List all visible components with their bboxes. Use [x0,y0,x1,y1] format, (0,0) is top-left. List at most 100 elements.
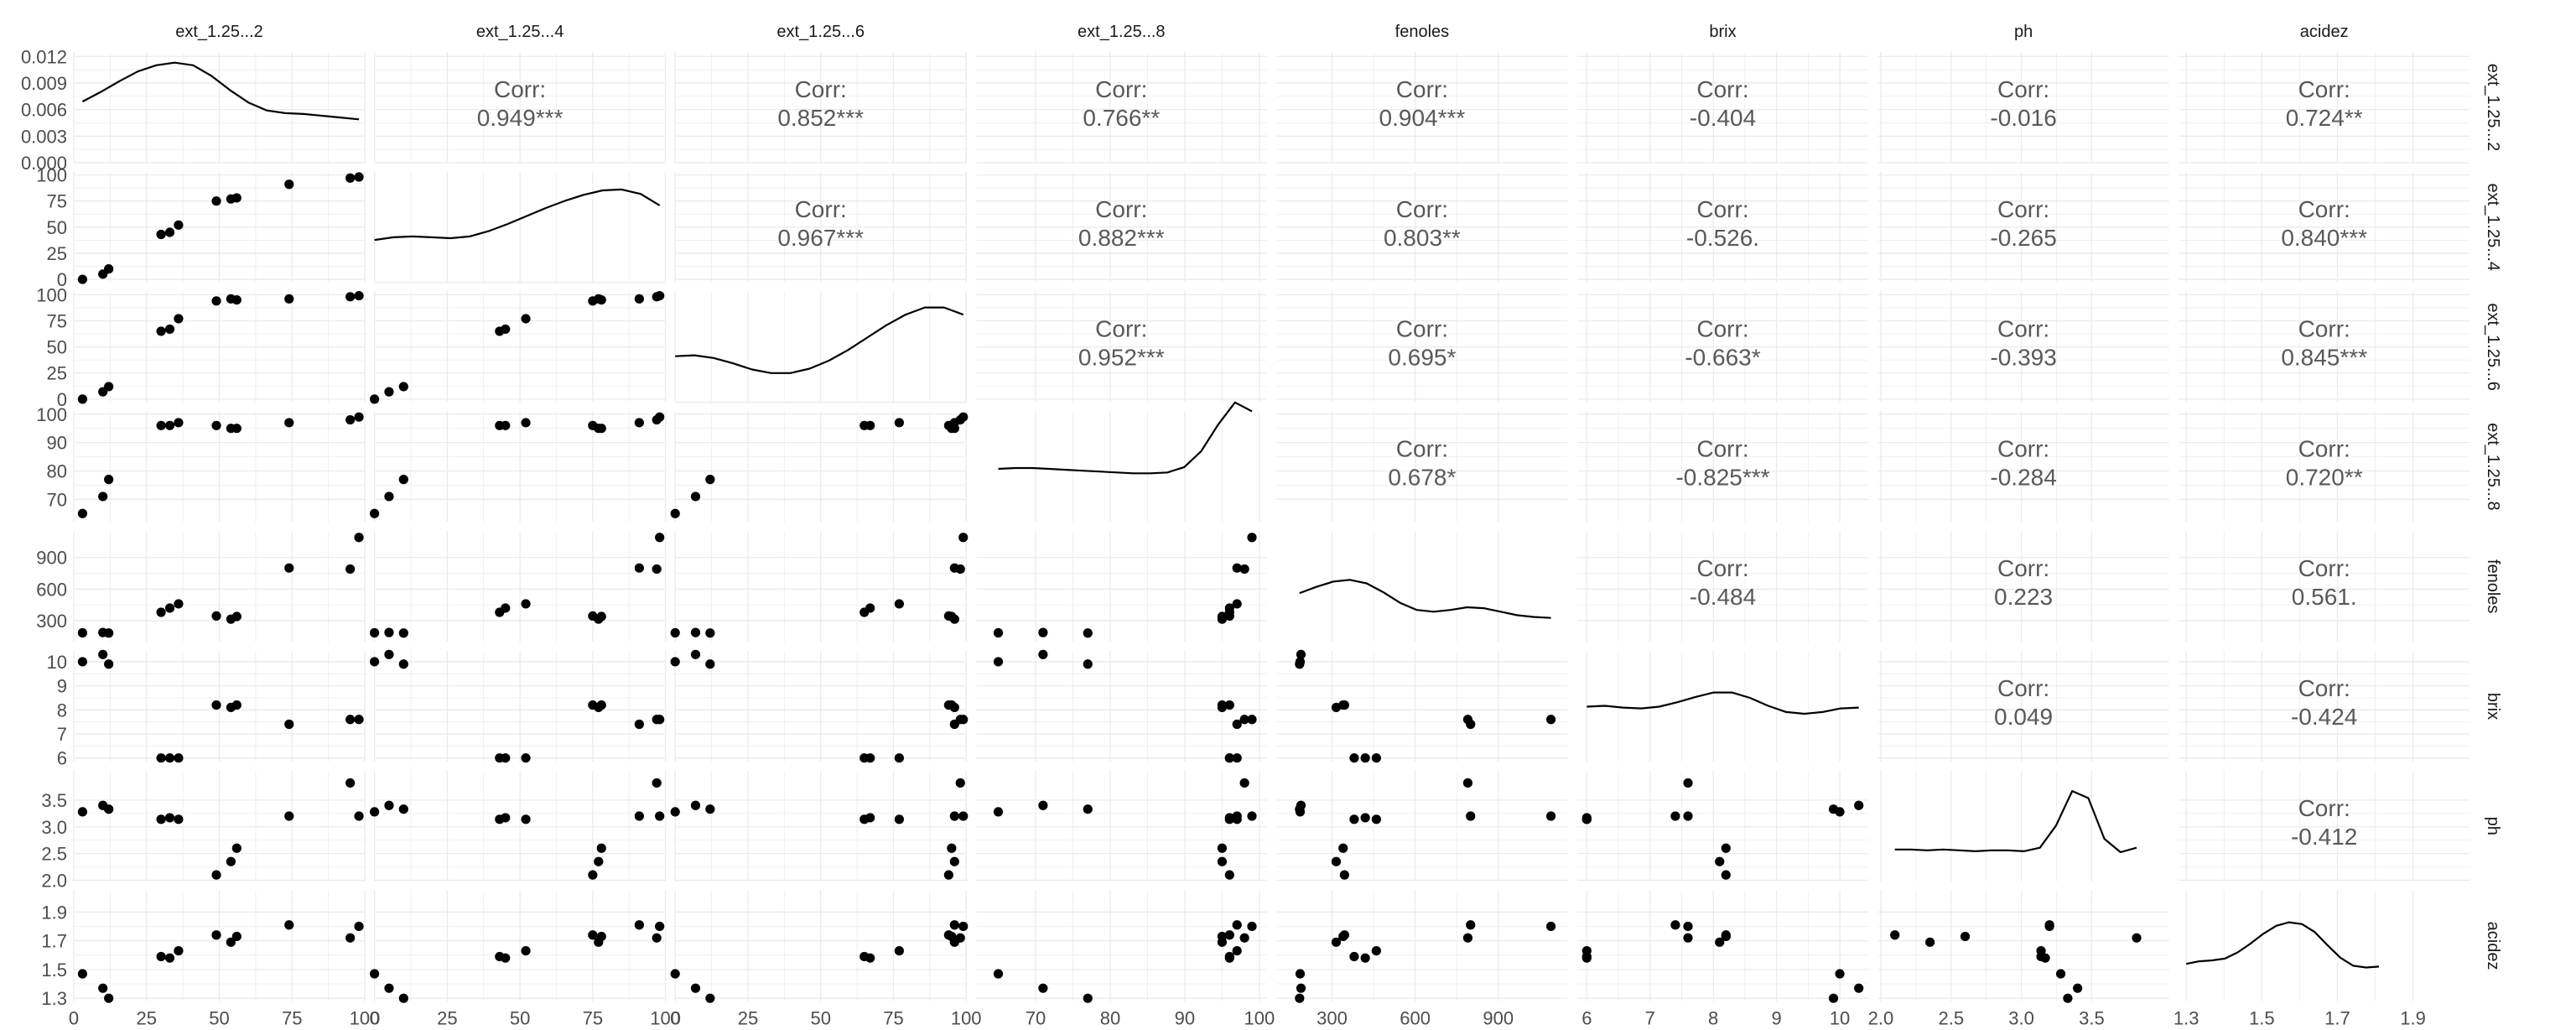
x-tick-c2-4: 100 [951,1008,982,1029]
scatter-point-r6-c0-8 [231,843,242,853]
y-tick-r4-1: 600 [36,579,67,600]
scatter-point-r4-c0-2 [104,628,114,638]
scatter-point-r3-c1-1 [384,492,394,502]
y-tick-r3-2: 90 [47,433,67,454]
scatter-point-r6-c2-9 [949,811,959,821]
corr-label-r0-c3: Corr: [1095,76,1147,102]
scatter-point-r5-c0-1 [98,649,108,659]
strip-right-6: ph [2484,817,2502,835]
strip-right-5: brix [2484,693,2502,720]
y-tick-r0-3: 0.009 [21,73,67,94]
scatter-point-r7-c0-4 [164,953,175,963]
scatter-point-r2-c1-4 [501,324,511,335]
scatter-point-r7-c6-11 [2044,921,2054,932]
x-tick-c6-1: 2.5 [1938,1008,1964,1029]
scatter-point-r7-c2-0 [670,969,680,979]
y-tick-r0-4: 0.012 [21,46,67,67]
scatter-point-r2-c0-4 [164,324,175,335]
scatter-point-r6-c1-7 [594,856,604,866]
scatter-point-r5-c1-5 [521,753,531,763]
x-tick-c0-1: 25 [137,1008,157,1029]
x-tick-c7-1: 1.5 [2249,1008,2275,1029]
y-tick-r6-3: 3.5 [41,790,67,811]
scatter-point-r6-c0-4 [164,813,175,823]
scatter-point-r7-c6-7 [1925,937,1935,947]
corr-value-r2-c3: 0.952*** [1078,345,1165,371]
scatter-point-r3-c2-5 [894,418,904,428]
scatter-point-r5-c3-11 [1247,715,1257,725]
scatter-point-r6-c4-5 [1371,814,1381,825]
scatter-point-r6-c0-11 [354,811,364,821]
x-tick-c3-0: 70 [1026,1008,1046,1029]
scatter-point-r4-c0-6 [211,611,221,622]
strip-right-1: ext_1.25...4 [2484,184,2502,272]
scatter-point-r4-c1-1 [384,627,394,637]
scatter-point-r6-c4-2 [1295,804,1305,814]
scatter-point-r7-c1-9 [634,920,644,930]
scatter-point-r5-c0-3 [156,753,166,763]
scatter-point-r7-c1-1 [384,983,394,993]
scatter-point-r3-c1-5 [521,418,531,428]
scatter-point-r4-c1-11 [655,533,665,543]
x-tick-c7-3: 1.9 [2400,1008,2426,1029]
scatter-point-r7-c0-5 [174,946,184,956]
scatter-point-r6-c2-5 [894,814,904,825]
x-tick-c2-1: 25 [738,1008,758,1029]
y-tick-r2-2: 50 [47,337,67,358]
scatter-point-r7-c4-4 [1360,953,1370,963]
scatter-point-r4-c3-5 [1232,599,1242,609]
y-tick-r4-0: 300 [36,611,67,632]
scatter-point-r6-c0-7 [226,856,236,866]
corr-label-r0-c2: Corr: [795,76,847,102]
corr-value-r4-c7: 0.561. [2292,584,2357,610]
corr-label-r4-c5: Corr: [1696,555,1748,581]
scatter-point-r7-c3-5 [1232,946,1242,956]
scatter-point-r5-c1-11 [655,715,665,725]
x-tick-c2-2: 50 [810,1008,830,1029]
scatter-point-r7-c5-0 [1835,969,1845,979]
y-tick-r0-0: 0.000 [21,153,67,174]
corr-label-r1-c6: Corr: [1997,196,2049,222]
scatter-point-r6-c0-0 [77,807,88,817]
scatter-point-r4-c3-2 [1083,628,1093,638]
scatter-point-r7-c6-2 [2063,993,2073,1003]
scatter-point-r1-c0-10 [345,173,356,183]
x-tick-c4-1: 600 [1400,1008,1431,1029]
scatter-point-r2-c0-9 [284,294,294,304]
scatter-point-r4-c1-0 [370,627,380,638]
corr-value-r0-c7: 0.724** [2286,105,2363,131]
corr-value-r0-c6: -0.016 [1990,105,2056,131]
scatter-point-r7-c5-7 [1715,937,1725,947]
scatter-point-r5-c1-1 [384,649,394,659]
corr-value-r0-c3: 0.766** [1083,105,1160,131]
scatter-point-r7-c5-11 [1683,921,1693,932]
y-tick-r4-2: 900 [36,548,67,569]
scatter-point-r7-c4-1 [1296,983,1306,993]
corr-value-r1-c3: 0.882*** [1078,225,1165,251]
scatter-point-r4-c0-8 [231,611,242,622]
scatter-point-r7-c0-7 [226,937,236,947]
scatter-point-r6-c5-1 [1854,800,1864,810]
scatter-point-r7-c4-7 [1331,937,1342,947]
y-tick-r2-4: 100 [36,284,67,305]
scatter-point-r6-c4-6 [1339,870,1349,880]
x-tick-c2-0: 0 [670,1008,680,1029]
scatter-point-r7-c6-6 [1890,930,1900,940]
scatter-point-r3-c0-1 [98,492,108,502]
corr-value-r1-c6: -0.265 [1990,225,2056,251]
scatter-point-r3-c0-5 [174,418,184,428]
scatter-point-r2-c1-5 [521,314,531,324]
scatter-point-r6-c3-7 [1217,856,1228,866]
scatter-point-r6-c3-10 [1239,778,1249,788]
scatter-point-r4-c3-8 [1217,611,1228,622]
scatter-point-r6-c4-8 [1338,843,1348,853]
scatter-point-r3-c0-11 [354,412,364,422]
scatter-point-r7-c3-1 [1038,983,1048,993]
scatter-point-r4-c3-11 [1247,533,1257,543]
scatter-point-r6-c2-10 [955,778,965,788]
y-tick-r5-1: 7 [57,724,67,745]
scatter-point-r4-c3-0 [993,627,1004,638]
scatter-point-r7-c6-0 [2055,969,2066,979]
scatter-point-r7-c4-3 [1349,951,1359,962]
scatter-point-r4-c2-1 [690,627,701,637]
